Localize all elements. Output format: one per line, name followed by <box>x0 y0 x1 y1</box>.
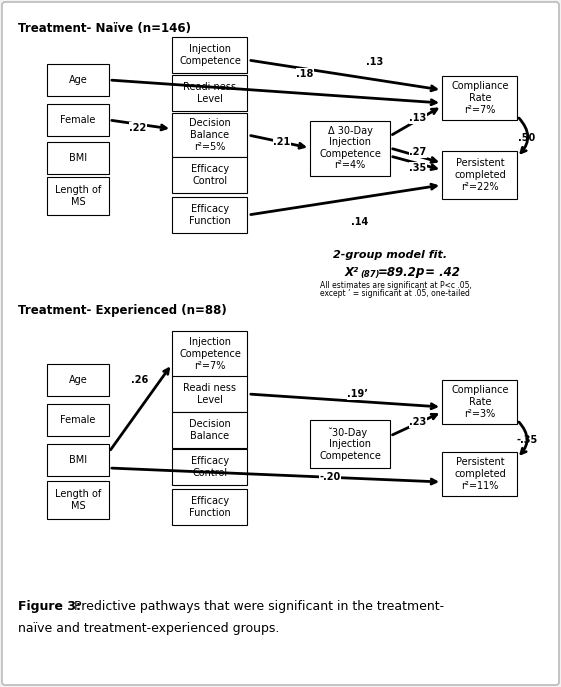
FancyBboxPatch shape <box>172 331 247 377</box>
Text: Age: Age <box>68 75 88 85</box>
Text: Persistent
completed
r²=11%: Persistent completed r²=11% <box>454 458 506 491</box>
Text: Treatment- Naïve (n=146): Treatment- Naïve (n=146) <box>18 22 191 35</box>
Text: Female: Female <box>61 115 96 125</box>
Text: -.35: -.35 <box>516 435 537 445</box>
Text: .14: .14 <box>351 217 369 227</box>
FancyBboxPatch shape <box>310 420 390 468</box>
Text: Decision
Balance
r²=5%: Decision Balance r²=5% <box>189 118 231 152</box>
FancyBboxPatch shape <box>47 481 109 519</box>
Text: = .42: = .42 <box>421 265 460 278</box>
Text: Length of
MS: Length of MS <box>55 185 101 207</box>
Text: Age: Age <box>68 375 88 385</box>
Text: Efficacy
Control: Efficacy Control <box>191 164 229 185</box>
Text: Female: Female <box>61 415 96 425</box>
Text: Compliance
Rate
r²=3%: Compliance Rate r²=3% <box>451 385 509 418</box>
Text: .26: .26 <box>131 375 149 385</box>
Text: 2-group model fit.: 2-group model fit. <box>333 250 447 260</box>
Text: Treatment- Experienced (n=88): Treatment- Experienced (n=88) <box>18 304 227 317</box>
FancyBboxPatch shape <box>47 404 109 436</box>
Text: Injection
Competence
r²=7%: Injection Competence r²=7% <box>179 337 241 370</box>
FancyBboxPatch shape <box>172 489 247 525</box>
Text: .18: .18 <box>296 69 314 79</box>
FancyBboxPatch shape <box>47 104 109 136</box>
FancyBboxPatch shape <box>47 444 109 476</box>
Text: BMI: BMI <box>69 153 87 163</box>
FancyBboxPatch shape <box>172 157 247 193</box>
Text: Persistent
completed
r²=22%: Persistent completed r²=22% <box>454 159 506 192</box>
FancyBboxPatch shape <box>172 449 247 485</box>
FancyBboxPatch shape <box>47 142 109 174</box>
Text: except ’ = significant at .05, one-tailed: except ’ = significant at .05, one-taile… <box>320 289 470 298</box>
FancyBboxPatch shape <box>310 120 390 175</box>
Text: -.20: -.20 <box>319 472 341 482</box>
Text: .23: .23 <box>410 417 426 427</box>
Text: Decision
Balance: Decision Balance <box>189 419 231 441</box>
Text: X²: X² <box>345 265 359 278</box>
Text: Efficacy
Function: Efficacy Function <box>189 204 231 226</box>
Text: (87): (87) <box>360 271 379 280</box>
Text: Length of
MS: Length of MS <box>55 489 101 511</box>
Text: =89.2,: =89.2, <box>378 265 421 278</box>
Text: .50: .50 <box>518 133 536 143</box>
Text: All estimates are significant at P<c .05,: All estimates are significant at P<c .05… <box>320 280 472 289</box>
Text: p: p <box>415 265 424 278</box>
Text: Compliance
Rate
r²=7%: Compliance Rate r²=7% <box>451 81 509 115</box>
FancyBboxPatch shape <box>443 452 517 496</box>
Text: Δ 30-Day
Injection
Competence
r²=4%: Δ 30-Day Injection Competence r²=4% <box>319 126 381 170</box>
Text: .13: .13 <box>366 57 384 67</box>
FancyBboxPatch shape <box>172 376 247 412</box>
Text: .19’: .19’ <box>347 389 369 399</box>
Text: .22: .22 <box>130 123 146 133</box>
FancyBboxPatch shape <box>172 75 247 111</box>
Text: Efficacy
Function: Efficacy Function <box>189 496 231 518</box>
Text: .35: .35 <box>410 163 426 173</box>
Text: ̆30-Day
Injection
Competence: ̆30-Day Injection Competence <box>319 427 381 461</box>
Text: Predictive pathways that were significant in the treatment-: Predictive pathways that were significan… <box>70 600 444 613</box>
FancyBboxPatch shape <box>47 364 109 396</box>
FancyBboxPatch shape <box>172 412 247 448</box>
FancyBboxPatch shape <box>47 177 109 215</box>
FancyBboxPatch shape <box>172 113 247 157</box>
Text: .27: .27 <box>410 147 426 157</box>
FancyBboxPatch shape <box>172 197 247 233</box>
Text: naïve and treatment-experienced groups.: naïve and treatment-experienced groups. <box>18 622 279 635</box>
Text: Readi ness
Level: Readi ness Level <box>183 82 237 104</box>
FancyBboxPatch shape <box>443 380 517 424</box>
Text: Injection
Competence: Injection Competence <box>179 44 241 66</box>
Text: .13: .13 <box>410 113 426 123</box>
FancyBboxPatch shape <box>47 64 109 96</box>
FancyBboxPatch shape <box>443 76 517 120</box>
Text: Efficacy
Control: Efficacy Control <box>191 456 229 477</box>
FancyBboxPatch shape <box>443 151 517 199</box>
Text: BMI: BMI <box>69 455 87 465</box>
Text: .21: .21 <box>273 137 291 147</box>
FancyBboxPatch shape <box>172 37 247 73</box>
Text: Readi ness
Level: Readi ness Level <box>183 383 237 405</box>
Text: Figure 3:: Figure 3: <box>18 600 81 613</box>
